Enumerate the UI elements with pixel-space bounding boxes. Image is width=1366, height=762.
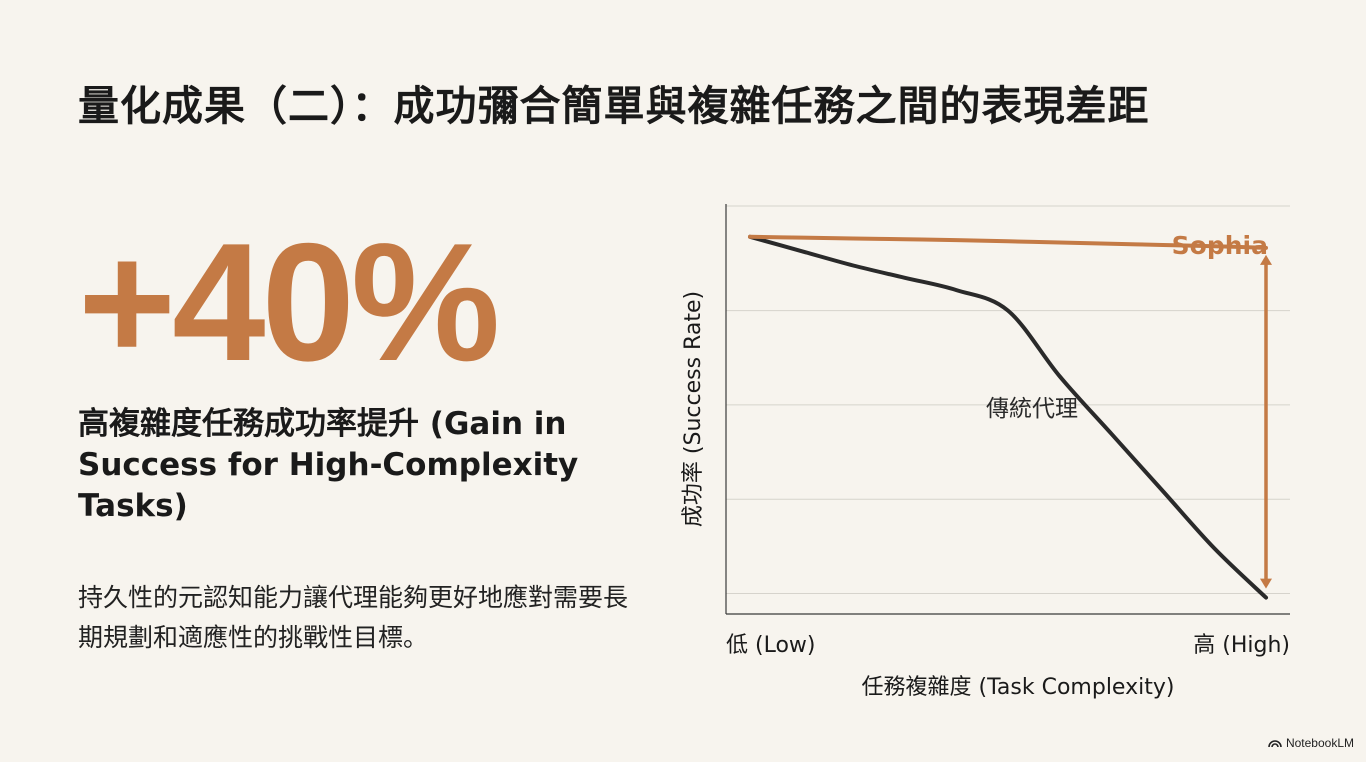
x-tick-low: 低 (Low) xyxy=(726,633,815,658)
series-line-traditional-agent xyxy=(748,234,1268,600)
stat-value: +40% xyxy=(78,208,500,396)
stat-label: 高複雜度任務成功率提升 (Gain in Success for High-Co… xyxy=(78,406,579,524)
x-tick-high: 高 (High) xyxy=(1193,633,1290,658)
notebooklm-badge: NotebookLM xyxy=(1268,736,1354,750)
page-title: 量化成果（二）：成功彌合簡單與複雜任務之間的表現差距 xyxy=(78,82,1150,130)
series-line-sophia xyxy=(748,234,1268,250)
notebooklm-label: NotebookLM xyxy=(1285,736,1354,750)
stat-description: 持久性的元認知能力讓代理能夠更好地應對需要長期規劃和適應性的挑戰性目標。 xyxy=(78,583,629,652)
notebooklm-logo-icon xyxy=(1268,740,1282,748)
chart-grid xyxy=(726,205,1290,594)
chart-series xyxy=(748,234,1268,600)
success-rate-chart: Sophia 傳統代理 低 (Low) 高 (High) 任務複雜度 (Task… xyxy=(681,204,1290,700)
series-label-traditional-agent: 傳統代理 xyxy=(986,396,1078,422)
x-axis-label: 任務複雜度 (Task Complexity) xyxy=(862,675,1175,700)
series-label-sophia: Sophia xyxy=(1172,231,1268,260)
y-axis-label: 成功率 (Success Rate) xyxy=(681,291,706,527)
